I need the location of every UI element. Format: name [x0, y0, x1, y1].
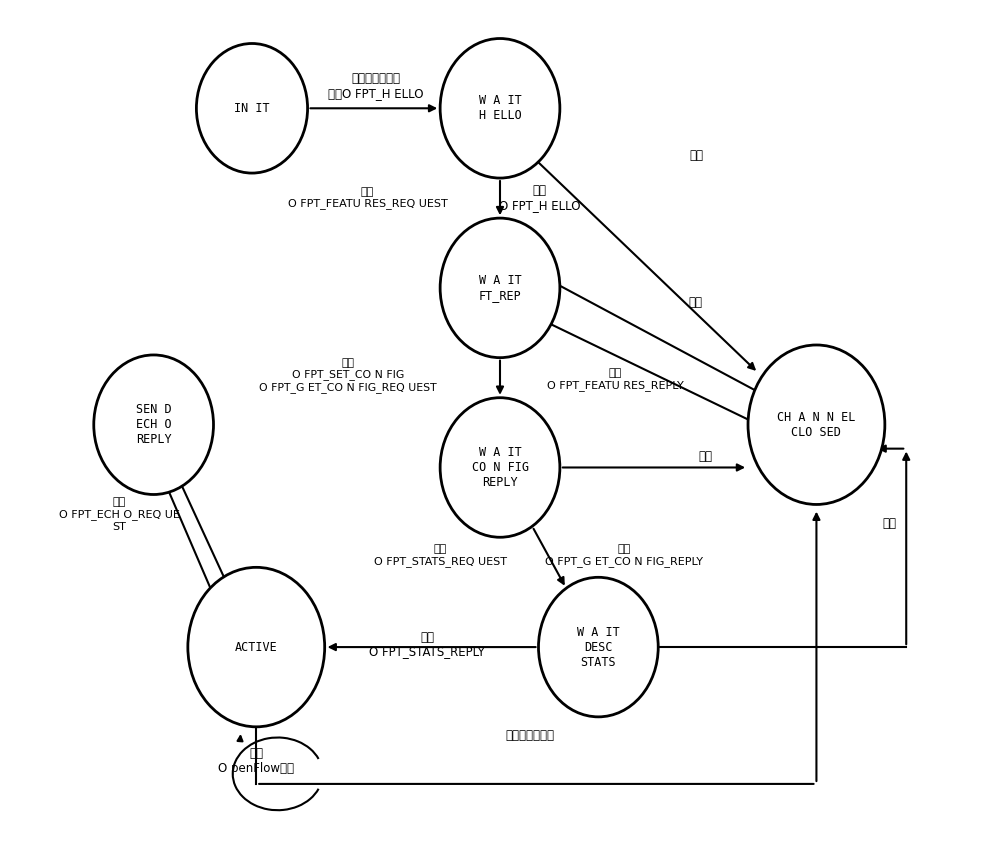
Ellipse shape: [188, 567, 325, 727]
Ellipse shape: [538, 577, 658, 716]
Text: 超时: 超时: [882, 517, 896, 529]
Text: W A IT
FT_REP: W A IT FT_REP: [479, 274, 521, 302]
Text: 发送
O FPT_FEATU RES_REQ UEST: 发送 O FPT_FEATU RES_REQ UEST: [288, 187, 447, 209]
Text: 超时: 超时: [690, 148, 704, 162]
Text: 南向交换机断开: 南向交换机断开: [505, 728, 554, 741]
Text: W A IT
H ELLO: W A IT H ELLO: [479, 94, 521, 123]
Text: 收到
O FPT_G ET_CO N FIG_REPLY: 收到 O FPT_G ET_CO N FIG_REPLY: [545, 544, 703, 567]
Text: 南向交换机连接: 南向交换机连接: [351, 72, 400, 85]
Text: 发送
O FPT_SET_CO N FIG
O FPT_G ET_CO N FIG_REQ UEST: 发送 O FPT_SET_CO N FIG O FPT_G ET_CO N FI…: [259, 358, 437, 393]
Text: SEN D
ECH O
REPLY: SEN D ECH O REPLY: [136, 403, 171, 446]
Text: 收到
O FPT_ECH O_REQ UE
ST: 收到 O FPT_ECH O_REQ UE ST: [59, 498, 180, 532]
Ellipse shape: [440, 218, 560, 358]
Text: 收到
O FPT_FEATU RES_REPLY: 收到 O FPT_FEATU RES_REPLY: [547, 368, 684, 390]
Ellipse shape: [196, 44, 308, 173]
Text: 收到
O FPT_STATS_REPLY: 收到 O FPT_STATS_REPLY: [369, 631, 485, 659]
Text: IN IT: IN IT: [234, 102, 270, 115]
Text: W A IT
CO N FIG
REPLY: W A IT CO N FIG REPLY: [472, 446, 528, 489]
Text: 发送O FPT_H ELLO: 发送O FPT_H ELLO: [328, 88, 424, 100]
Text: 发送
O FPT_STATS_REQ UEST: 发送 O FPT_STATS_REQ UEST: [374, 544, 507, 567]
Text: 收到
O FPT_H ELLO: 收到 O FPT_H ELLO: [499, 184, 580, 212]
Ellipse shape: [440, 39, 560, 178]
Ellipse shape: [440, 398, 560, 537]
Text: CH A N N EL
CLO SED: CH A N N EL CLO SED: [777, 411, 856, 438]
Text: 处理
O penFlow消息: 处理 O penFlow消息: [218, 746, 294, 775]
Ellipse shape: [94, 355, 214, 494]
Text: W A IT
DESC
STATS: W A IT DESC STATS: [577, 625, 620, 668]
Text: ACTIVE: ACTIVE: [235, 641, 278, 654]
Ellipse shape: [748, 345, 885, 505]
Text: 超时: 超时: [698, 450, 712, 462]
Text: 超时: 超时: [688, 296, 702, 309]
